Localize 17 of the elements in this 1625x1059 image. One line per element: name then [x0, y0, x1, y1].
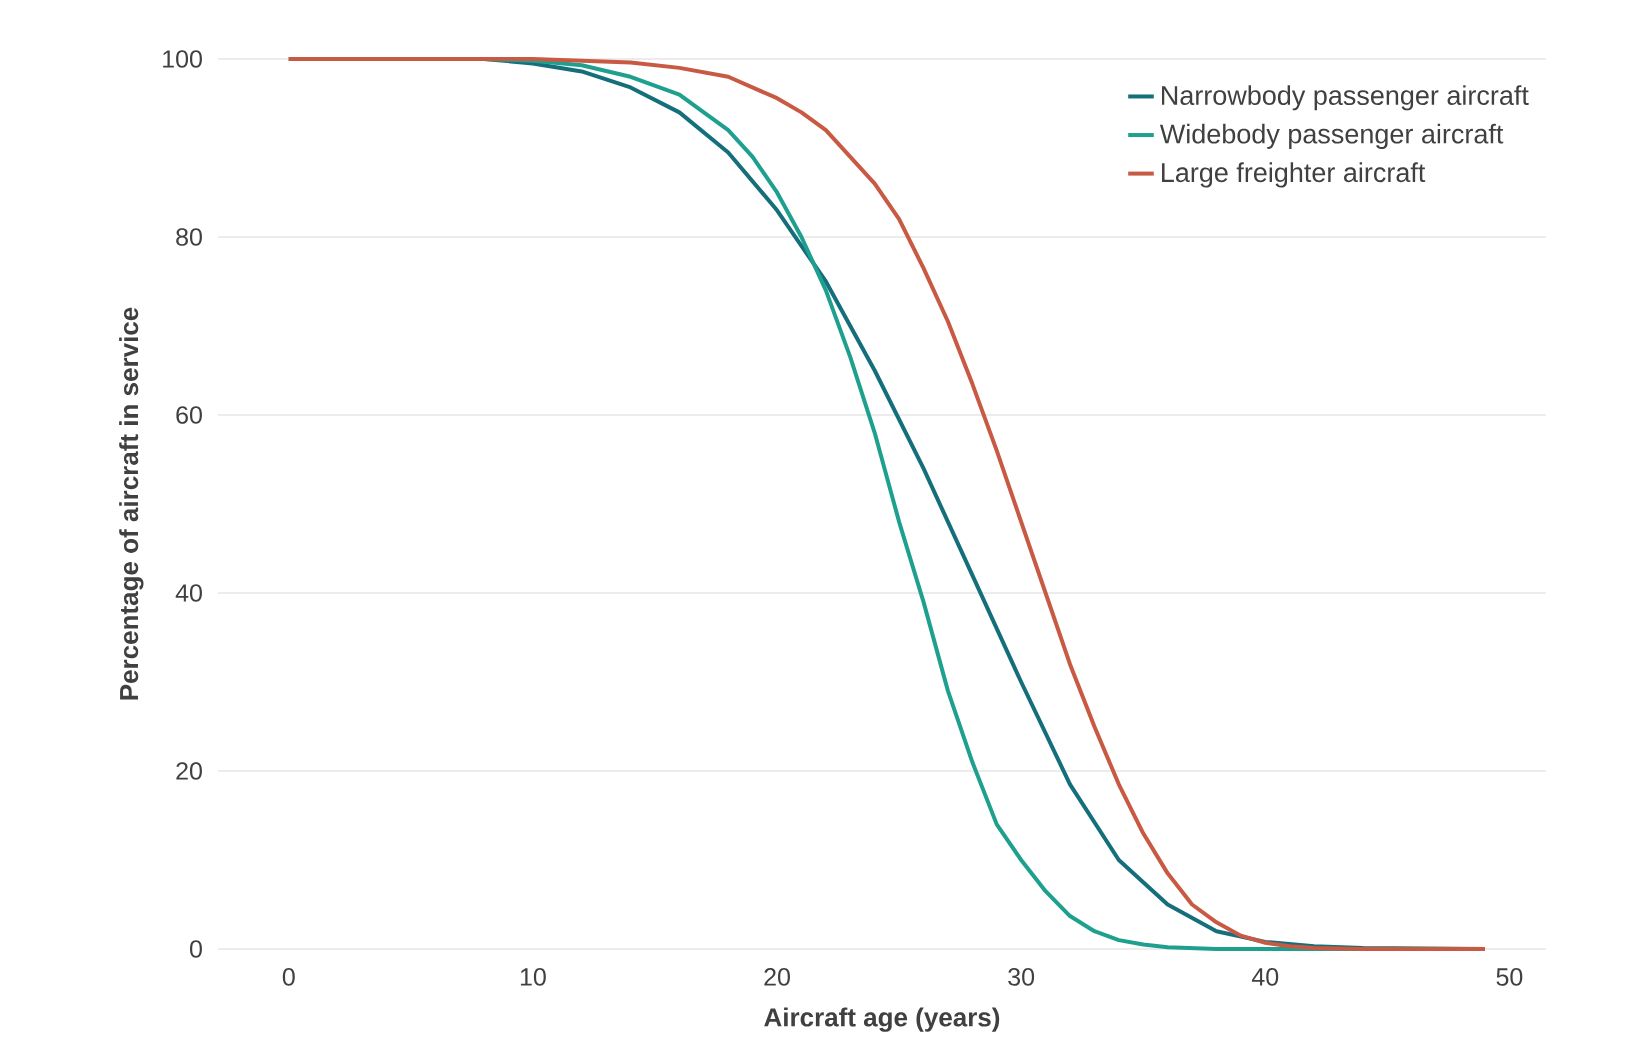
y-tick-label: 60 [176, 406, 202, 424]
legend-label: Large freighter aircraft [1162, 162, 1426, 188]
y-axis-title: Percentage of aircraft in service [119, 307, 144, 700]
y-tick-label: 0 [190, 940, 202, 958]
y-tick-label: 40 [175, 584, 202, 602]
x-tick-label: 50 [1496, 968, 1523, 986]
x-tick-label: 20 [764, 968, 790, 986]
x-tick-label: 10 [520, 968, 546, 986]
x-tick-label: 30 [1008, 968, 1035, 986]
legend-label: Narrowbody passenger aircraft [1162, 85, 1529, 111]
x-axis-title: Aircraft age (years) [764, 1007, 1000, 1032]
x-tick-label: 40 [1251, 968, 1279, 986]
x-tick-label: 0 [282, 968, 295, 986]
y-tick-label: 100 [163, 50, 202, 68]
y-tick-label: 20 [176, 762, 202, 780]
y-tick-label: 80 [176, 228, 202, 246]
legend-label: Widebody passenger aircraft [1159, 123, 1504, 149]
